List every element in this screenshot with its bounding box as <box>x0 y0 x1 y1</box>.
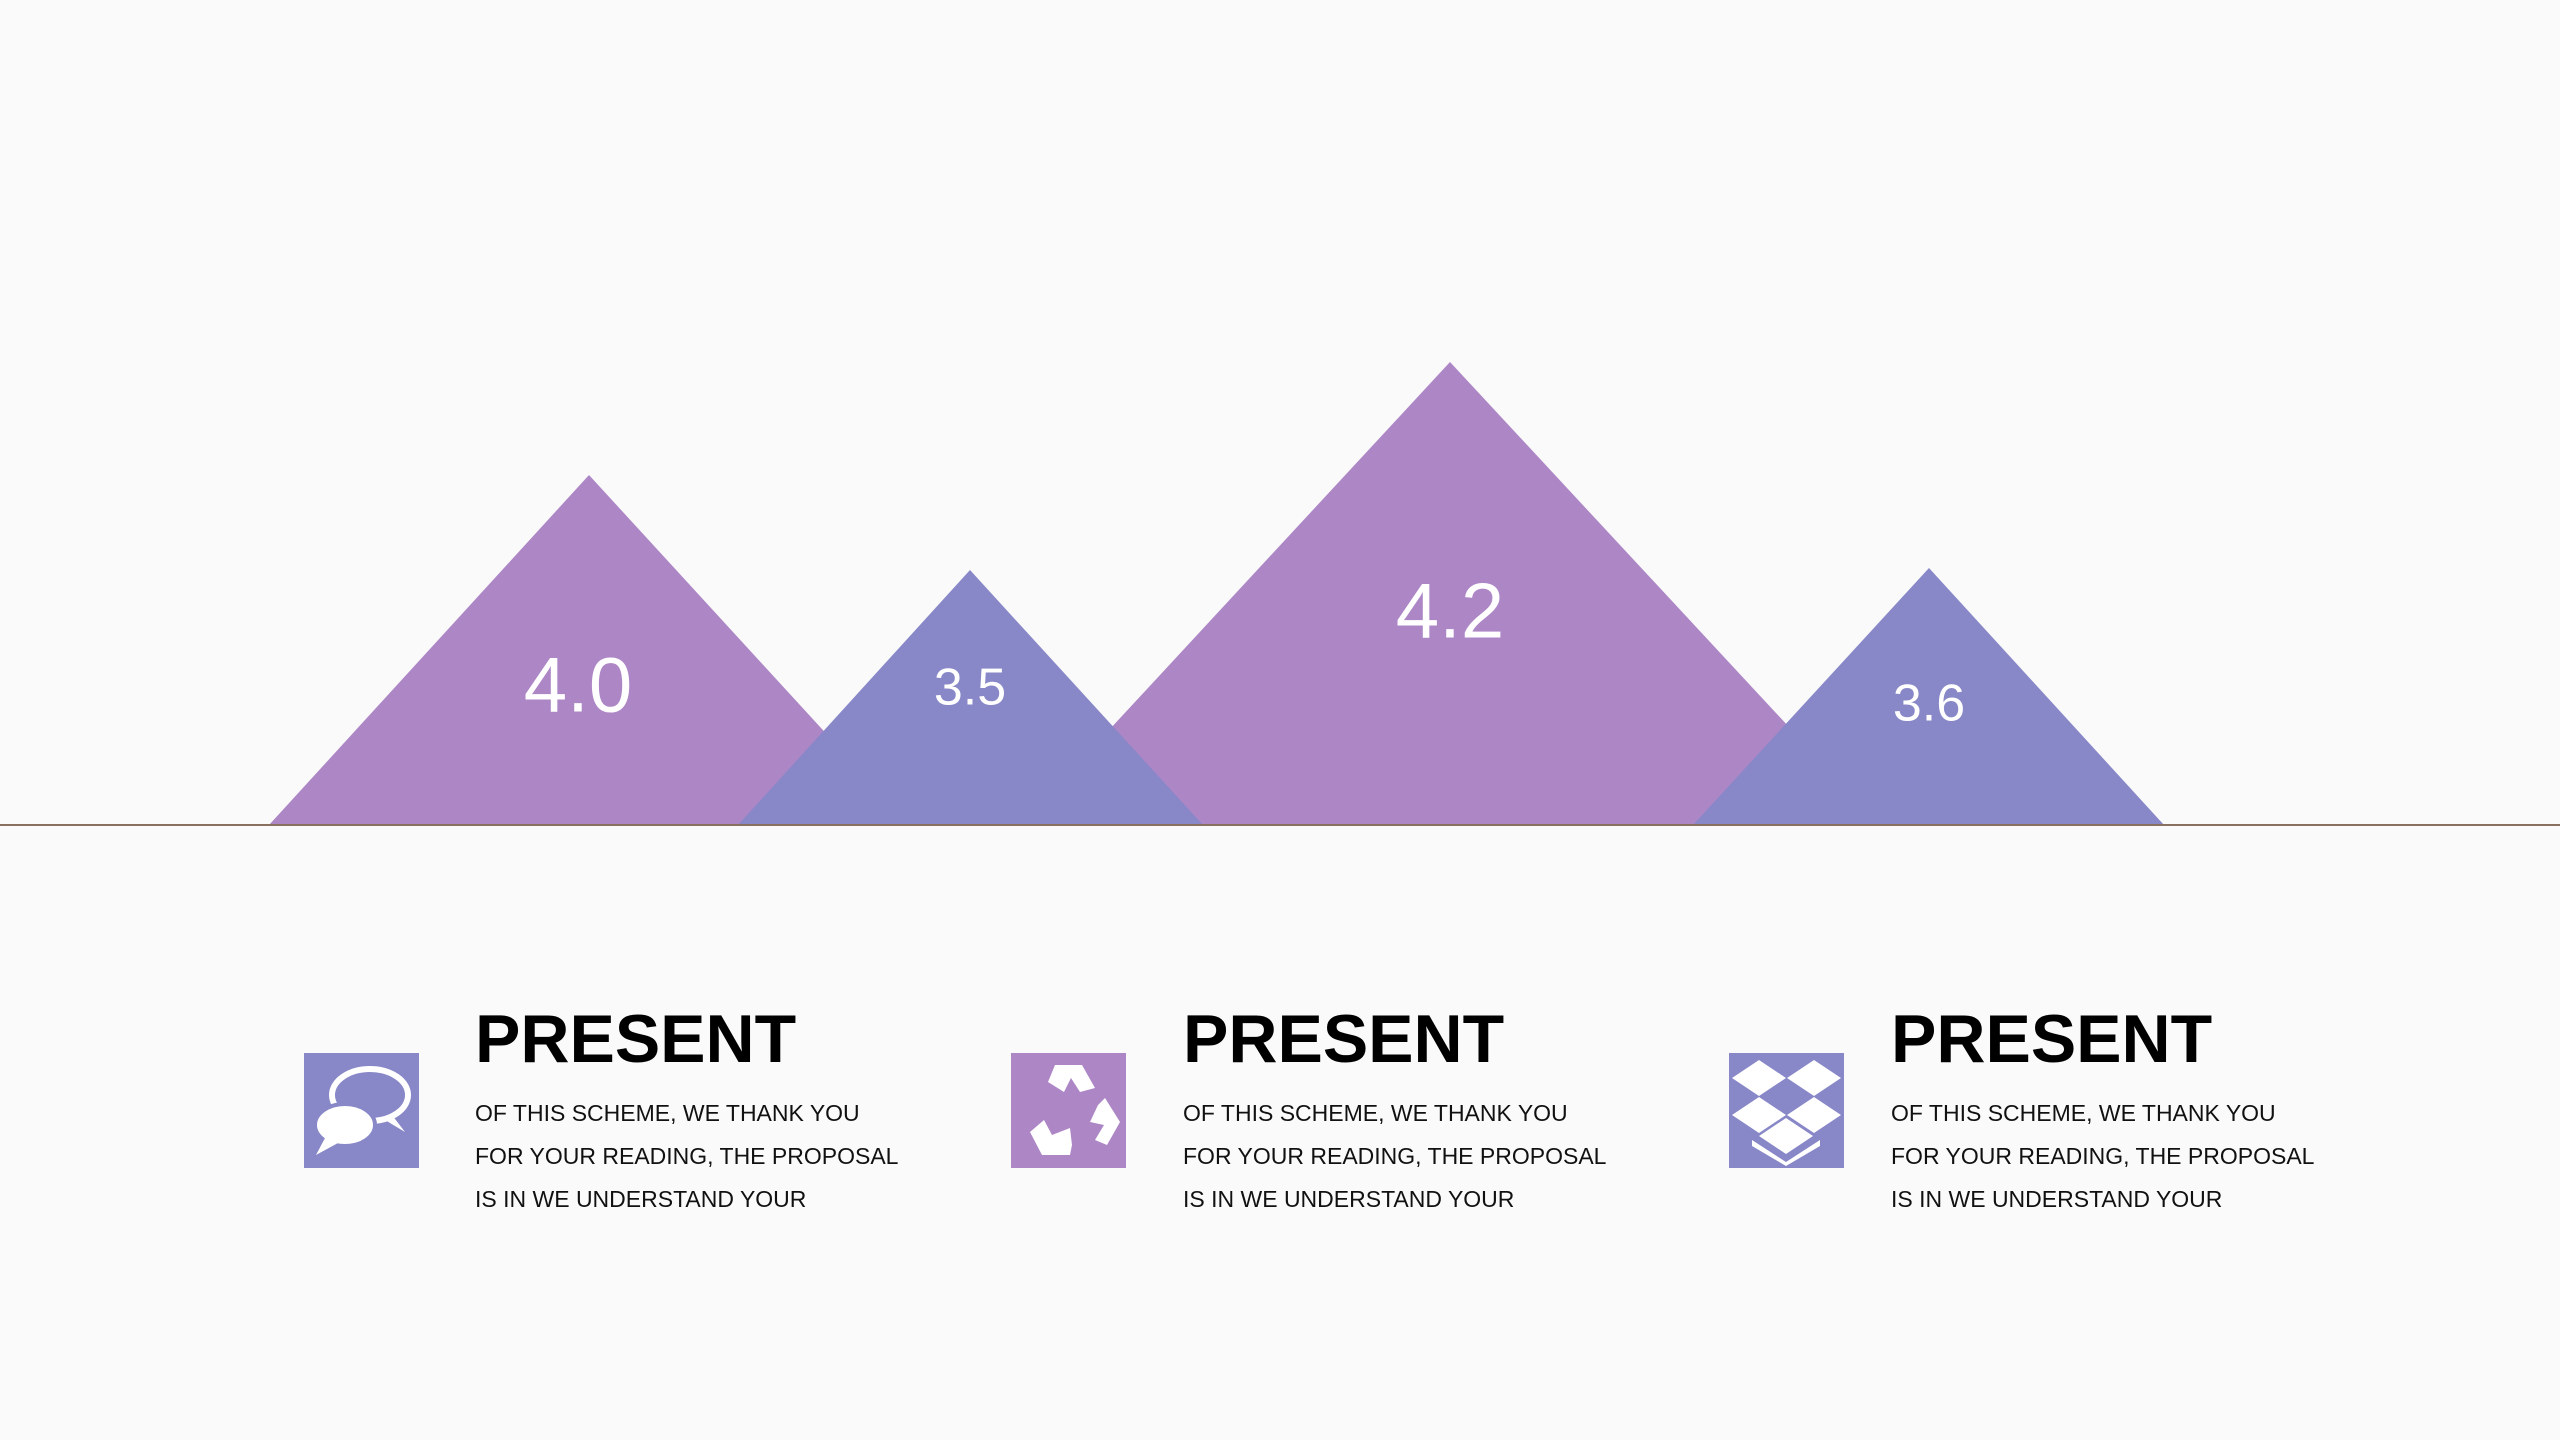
triangle-label: 3.6 <box>1893 675 1965 733</box>
recycle-icon <box>1011 1053 1126 1168</box>
triangle <box>269 475 910 825</box>
item-title: PRESENT <box>1891 1001 2212 1077</box>
item-text: FOR YOUR READING, THE PROPOSAL <box>1891 1143 2315 1169</box>
triangle-label: 4.2 <box>1396 567 1504 655</box>
item-text: FOR YOUR READING, THE PROPOSAL <box>475 1143 899 1169</box>
triangle <box>738 570 1203 825</box>
triangle-label: 3.5 <box>934 659 1006 717</box>
item-text: IS IN WE UNDERSTAND YOUR <box>1183 1186 1514 1212</box>
item-text: IS IN WE UNDERSTAND YOUR <box>1891 1186 2222 1212</box>
item-text: IS IN WE UNDERSTAND YOUR <box>475 1186 806 1212</box>
item-title: PRESENT <box>1183 1001 1504 1077</box>
triangle-label: 4.0 <box>524 641 632 729</box>
item-text: OF THIS SCHEME, WE THANK YOU <box>475 1100 860 1126</box>
triangle <box>1693 568 2164 825</box>
item-text: OF THIS SCHEME, WE THANK YOU <box>1891 1100 2276 1126</box>
chat-icon <box>304 1053 419 1168</box>
item-title: PRESENT <box>475 1001 796 1077</box>
triangle <box>1021 362 1880 825</box>
item-text: FOR YOUR READING, THE PROPOSAL <box>1183 1143 1607 1169</box>
item-text: OF THIS SCHEME, WE THANK YOU <box>1183 1100 1568 1126</box>
dropbox-icon <box>1729 1053 1844 1168</box>
